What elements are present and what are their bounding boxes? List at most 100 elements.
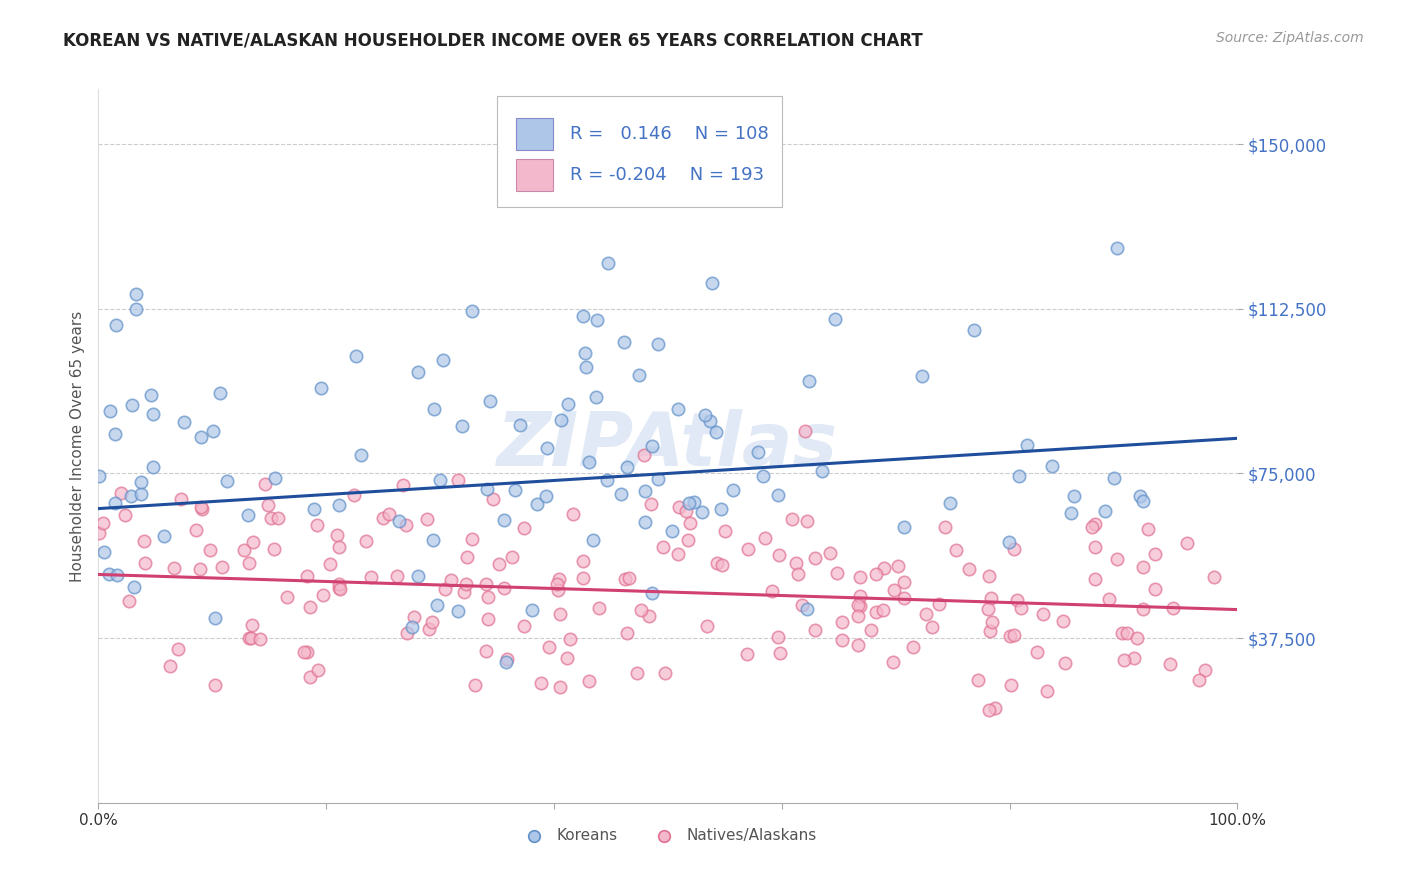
Point	[548, 607, 571, 622]
Point	[557, 397, 579, 411]
Point	[921, 620, 943, 634]
Point	[257, 498, 280, 512]
Point	[496, 652, 519, 666]
Point	[683, 495, 706, 509]
Point	[893, 575, 915, 590]
Point	[630, 603, 652, 617]
Point	[1112, 652, 1135, 666]
Point	[647, 472, 669, 486]
Point	[768, 646, 790, 660]
Point	[678, 496, 700, 510]
Point	[1123, 651, 1146, 665]
Point	[883, 583, 905, 598]
Point	[479, 394, 502, 409]
Point	[578, 455, 600, 469]
Point	[963, 322, 986, 336]
Point	[98, 404, 121, 418]
Point	[1102, 471, 1125, 485]
Point	[319, 557, 342, 571]
Point	[114, 508, 136, 523]
Point	[526, 497, 548, 511]
Point	[675, 504, 697, 518]
Point	[846, 638, 869, 652]
Point	[966, 673, 988, 688]
Point	[198, 543, 221, 558]
Point	[766, 488, 789, 502]
Point	[846, 609, 869, 624]
Point	[1194, 663, 1216, 677]
Point	[661, 524, 683, 538]
Point	[141, 388, 163, 402]
Point	[134, 556, 156, 570]
Point	[690, 505, 713, 519]
Point	[432, 353, 454, 368]
Text: R = -0.204    N = 193: R = -0.204 N = 193	[569, 166, 763, 184]
Point	[555, 651, 578, 665]
Point	[735, 647, 758, 661]
Point	[1129, 489, 1152, 503]
Point	[1137, 522, 1160, 536]
Point	[534, 489, 557, 503]
Point	[737, 541, 759, 556]
Point	[585, 390, 607, 404]
Point	[1132, 560, 1154, 574]
Point	[360, 570, 382, 584]
Point	[501, 549, 523, 564]
Point	[97, 566, 120, 581]
Point	[945, 542, 967, 557]
Point	[536, 441, 558, 455]
Point	[440, 573, 463, 587]
Point	[710, 502, 733, 516]
Point	[790, 598, 813, 612]
Point	[1126, 631, 1149, 645]
Point	[329, 582, 352, 596]
Point	[647, 336, 669, 351]
Point	[846, 599, 869, 613]
Point	[547, 572, 569, 586]
Point	[450, 419, 472, 434]
Point	[464, 678, 486, 692]
Point	[184, 524, 207, 538]
Point	[307, 664, 329, 678]
Point	[87, 469, 110, 483]
Point	[110, 485, 132, 500]
Point	[302, 502, 325, 516]
Point	[998, 629, 1021, 643]
Point	[298, 670, 321, 684]
Point	[613, 335, 636, 350]
Point	[957, 562, 980, 576]
Point	[903, 640, 925, 654]
Point	[578, 673, 600, 688]
Point	[159, 659, 181, 673]
Point	[93, 545, 115, 559]
Point	[163, 560, 186, 574]
Point	[240, 631, 263, 645]
Point	[849, 570, 872, 584]
Point	[104, 496, 127, 510]
Point	[191, 501, 214, 516]
Point	[402, 610, 425, 624]
Point	[848, 599, 870, 614]
Point	[849, 590, 872, 604]
Point	[401, 620, 423, 634]
Point	[865, 605, 887, 619]
Point	[928, 597, 950, 611]
Point	[934, 520, 956, 534]
Point	[652, 540, 675, 554]
Point	[782, 512, 804, 526]
Point	[887, 558, 910, 573]
Point	[859, 623, 882, 637]
Point	[574, 346, 596, 360]
Point	[626, 665, 648, 680]
Point	[752, 469, 775, 483]
Point	[395, 517, 418, 532]
Point	[204, 611, 226, 625]
Point	[460, 532, 482, 546]
Point	[915, 607, 938, 622]
Point	[328, 581, 350, 595]
Point	[190, 430, 212, 444]
Point	[575, 360, 598, 375]
Point	[242, 617, 264, 632]
Point	[342, 488, 364, 502]
Point	[572, 554, 595, 568]
